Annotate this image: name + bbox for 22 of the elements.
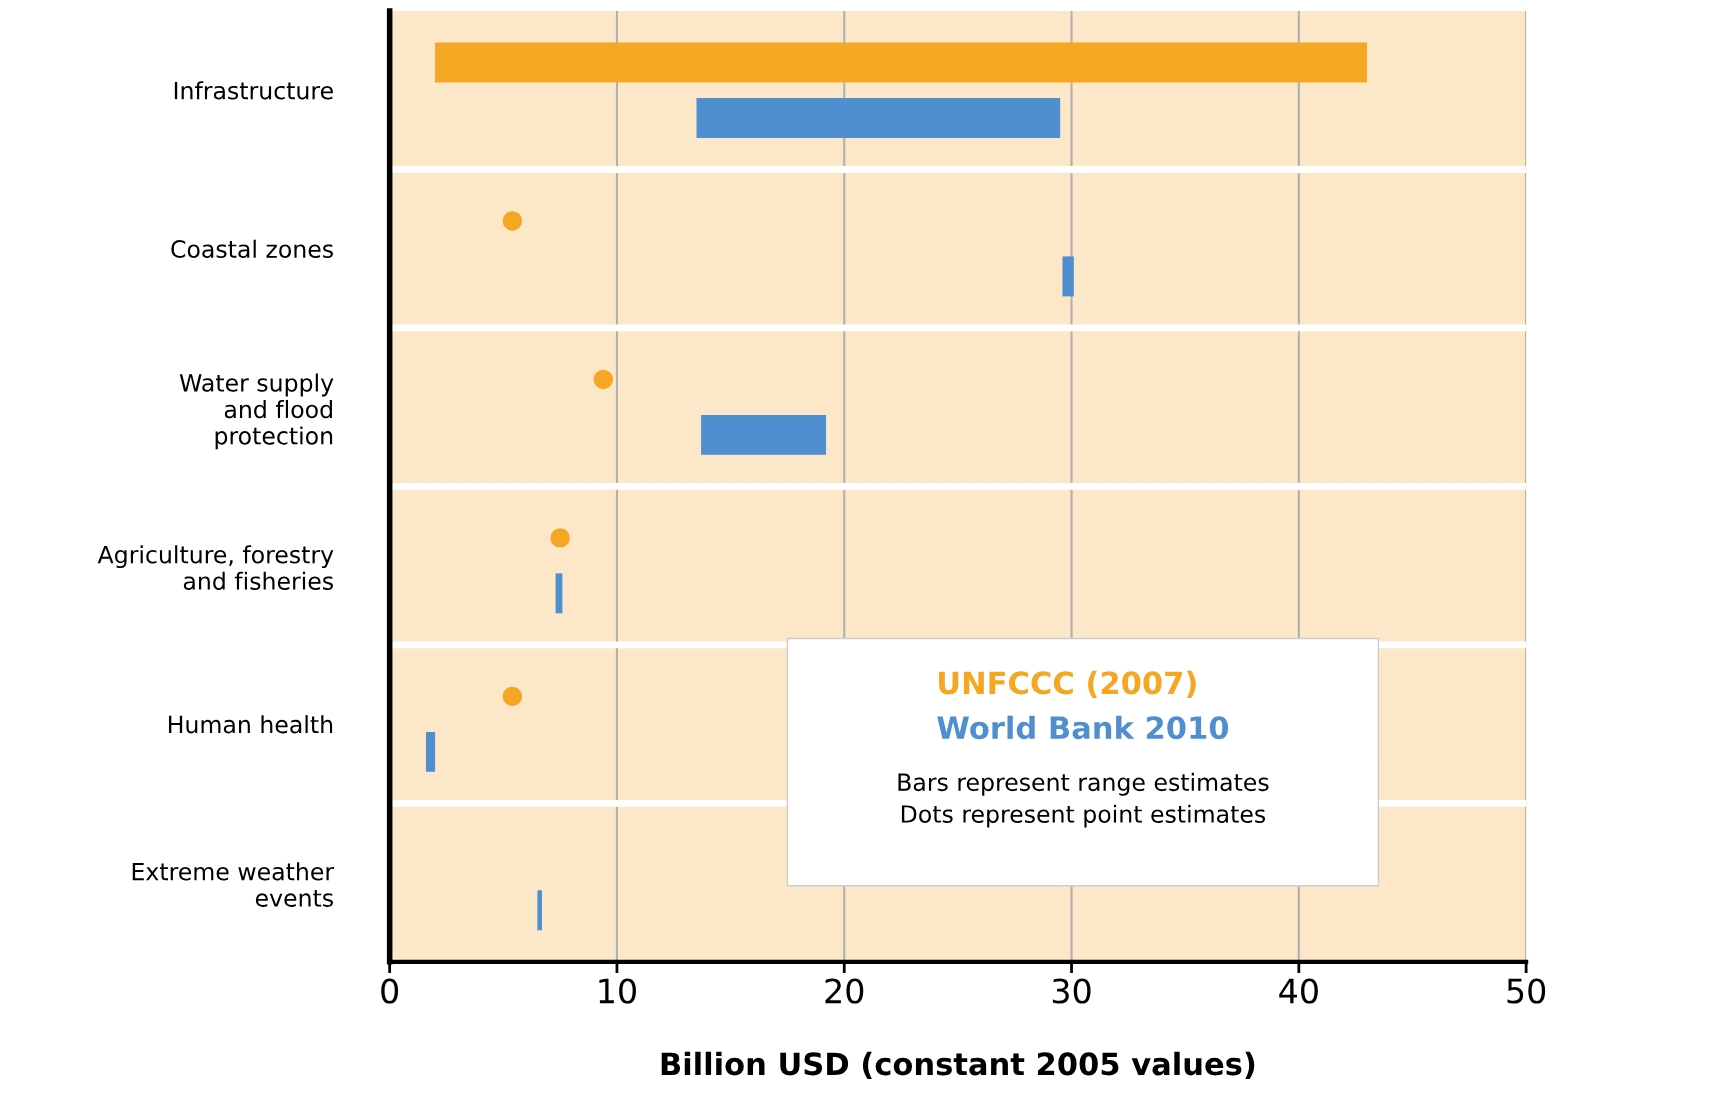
- x-tick-label: 0: [381, 978, 399, 1004]
- y-tick-label: Coastal zones: [171, 239, 333, 258]
- bar: [435, 42, 1368, 83]
- x-tick-label: 50: [1507, 978, 1546, 1004]
- annotation: Bars represent range estimates Dots represent point estimates: [898, 772, 1269, 828]
- x-tick-label: 30: [1052, 978, 1091, 1004]
- y-tick-label: Water supply and flood protection: [179, 373, 334, 450]
- text: UNFCCC (2007): [939, 670, 1196, 699]
- y-tick-label: Human health: [169, 715, 333, 734]
- y-tick-label: Agriculture, forestry and fisheries: [97, 545, 334, 590]
- x-tick-label: 20: [825, 978, 864, 1004]
- bar: [537, 890, 542, 931]
- x-tick-label: 10: [599, 978, 636, 1004]
- text: World Bank 2010: [937, 715, 1229, 740]
- x-axis-title: Billion USD (constant 2005 values): [661, 1051, 1255, 1079]
- y-tick-label: Extreme weather events: [132, 862, 335, 907]
- bar: [701, 414, 827, 455]
- y-tick-label: Infrastructure: [174, 81, 333, 100]
- x-tick-label: 40: [1279, 978, 1318, 1004]
- bar: [1062, 256, 1074, 297]
- bar: [426, 731, 436, 772]
- bar: [696, 97, 1061, 138]
